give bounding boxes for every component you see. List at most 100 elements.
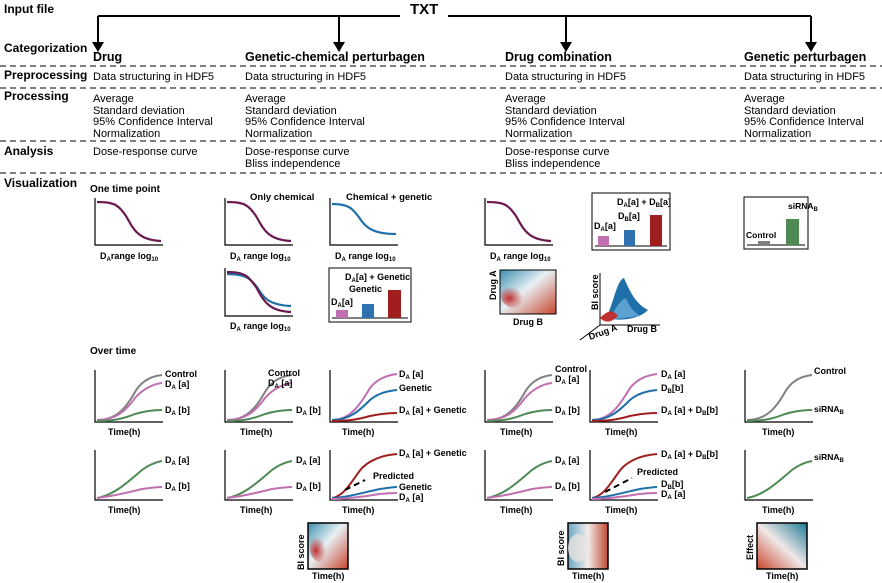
analysis-drug: Dose-response curve: [93, 146, 198, 159]
processing-item: Average: [505, 93, 546, 105]
category-drug: Drug: [93, 50, 123, 64]
svg-text:DA range log10: DA range log10: [335, 251, 396, 263]
timecourse-combo-1b: DA [a] DB[b] DA [a] + DB[b] Time(h): [589, 369, 718, 437]
svg-text:DA [a]: DA [a]: [661, 369, 685, 381]
row-label-processing: Processing: [4, 89, 69, 103]
svg-text:Time(h): Time(h): [605, 427, 637, 437]
svg-text:Time(h): Time(h): [766, 571, 798, 581]
svg-text:DB[b]: DB[b]: [661, 479, 683, 491]
svg-text:siRNAB: siRNAB: [814, 452, 845, 464]
svg-text:Genetic: Genetic: [399, 482, 432, 492]
svg-text:DA [a]: DA [a]: [555, 455, 579, 467]
bar-chart-genetic: siRNAB Control: [743, 196, 819, 250]
row-label-analysis: Analysis: [4, 144, 54, 158]
svg-text:DB[b]: DB[b]: [661, 383, 683, 395]
preprocessing-drug: Data structuring in HDF5: [93, 71, 215, 83]
svg-text:DA [b]: DA [b]: [296, 405, 321, 417]
processing-item: 95% Confidence Interval: [93, 116, 213, 128]
timecourse-genchem-2a: DA [a] DA [b] Time(h): [224, 450, 321, 515]
category-genetic: Genetic perturbagen: [744, 50, 867, 64]
svg-text:Time(h): Time(h): [240, 427, 272, 437]
chemical-genetic-label: Chemical + genetic: [346, 192, 432, 203]
timecourse-genetic-2: siRNAB Time(h): [744, 450, 845, 515]
dose-response-only-chemical: DA range log10: [224, 198, 293, 263]
svg-text:BI score: BI score: [556, 530, 566, 566]
row-label-preprocessing: Preprocessing: [4, 68, 88, 82]
svg-text:DA[a]: DA[a]: [331, 297, 353, 309]
processing-genetic: Average Standard deviation 95% Confidenc…: [744, 93, 864, 140]
processing-item: 95% Confidence Interval: [505, 116, 625, 128]
svg-text:DA[a] + Genetic: DA[a] + Genetic: [345, 272, 410, 284]
timecourse-drug-1: Control DA [a] DA [b] Time(h): [94, 369, 197, 437]
svg-text:DA [a]: DA [a]: [165, 379, 189, 391]
timecourse-combo-2a: DA [a] DA [b] Time(h): [484, 450, 580, 515]
dose-response-combined: DA range log10: [224, 268, 293, 333]
connector-tree: [92, 15, 817, 52]
svg-text:Time(h): Time(h): [500, 505, 532, 515]
svg-text:BI score: BI score: [296, 534, 306, 570]
svg-text:DA range log10: DA range log10: [230, 321, 291, 333]
svg-text:DA[a]: DA[a]: [594, 221, 616, 233]
analysis-item: Dose-response curve: [93, 146, 198, 158]
analysis-genetic-chemical: Dose-response curve Bliss independence: [245, 146, 350, 170]
svg-text:DB[a]: DB[a]: [618, 211, 640, 223]
visualization-panels: One time point Over time DArange log10 O…: [90, 184, 846, 581]
timecourse-drug-2: DA [a] DA [b] Time(h): [94, 450, 190, 515]
svg-text:Time(h): Time(h): [500, 427, 532, 437]
svg-text:DA [a] + DB[b]: DA [a] + DB[b]: [661, 405, 718, 417]
svg-text:Time(h): Time(h): [605, 505, 637, 515]
processing-item: Normalization: [93, 127, 161, 140]
svg-text:DA [a]: DA [a]: [399, 369, 423, 381]
svg-text:Time(h): Time(h): [240, 505, 272, 515]
one-time-point-label: One time point: [90, 184, 161, 195]
processing-item: Average: [744, 93, 785, 105]
svg-text:Drug B: Drug B: [627, 324, 657, 334]
svg-text:Control: Control: [746, 230, 776, 240]
svg-text:Time(h): Time(h): [342, 505, 374, 515]
timecourse-combo-2b: DA [a] + DB[b] Predicted DB[b] DA [a] Ti…: [589, 449, 718, 515]
timecourse-genchem-2b: DA [a] + Genetic Predicted Genetic DA [a…: [329, 448, 467, 515]
preprocessing-genetic: Data structuring in HDF5: [744, 71, 866, 83]
processing-item: 95% Confidence Interval: [245, 116, 365, 128]
svg-text:DA [b]: DA [b]: [165, 481, 190, 493]
timecourse-genchem-1a: Control DA [a] DA [b] Time(h): [224, 368, 321, 437]
bar-chart-drug-combination: DA[a] + DB[a] DB[a] DA[a]: [591, 192, 671, 251]
processing-item: Average: [93, 93, 134, 105]
processing-item: Standard deviation: [744, 104, 836, 117]
analysis-item: Dose-response curve: [505, 146, 610, 158]
row-label-categorization: Categorization: [4, 41, 88, 55]
processing-item: Average: [245, 93, 286, 105]
processing-item: Normalization: [505, 127, 573, 140]
svg-text:Predicted: Predicted: [373, 471, 414, 481]
category-genetic-chemical: Genetic-chemical perturbagen: [245, 50, 425, 64]
analysis-item: Bliss independence: [245, 157, 341, 170]
processing-item: Standard deviation: [505, 104, 597, 117]
heatmap-drug-ab: Drug A Drug B: [488, 269, 557, 327]
analysis-drug-combination: Dose-response curve Bliss independence: [505, 146, 610, 170]
category-drug-combination: Drug combination: [505, 50, 612, 64]
effect-heatmap-genetic: Effect Time(h): [745, 522, 808, 581]
processing-item: Normalization: [245, 127, 313, 140]
svg-text:Genetic: Genetic: [349, 284, 382, 294]
svg-text:Control: Control: [268, 368, 300, 378]
svg-text:DA [b]: DA [b]: [555, 405, 580, 417]
timecourse-genchem-1b: DA [a] Genetic DA [a] + Genetic Time(h): [329, 369, 467, 437]
processing-drug-combination: Average Standard deviation 95% Confidenc…: [505, 93, 625, 140]
svg-text:DA range log10: DA range log10: [490, 251, 551, 263]
preprocessing-drug-combination: Data structuring in HDF5: [505, 71, 627, 83]
processing-genetic-chemical: Average Standard deviation 95% Confidenc…: [245, 93, 365, 140]
processing-item: Standard deviation: [245, 104, 337, 117]
svg-text:Genetic: Genetic: [399, 383, 432, 393]
svg-text:Drug A: Drug A: [488, 270, 498, 300]
row-label-visualization: Visualization: [4, 176, 78, 190]
svg-text:DA [b]: DA [b]: [296, 481, 321, 493]
svg-text:DA [a]: DA [a]: [661, 489, 685, 501]
svg-text:Time(h): Time(h): [572, 571, 604, 581]
timecourse-combo-1a: Control DA [a] DA [b] Time(h): [484, 364, 587, 437]
svg-text:DA [a]: DA [a]: [399, 492, 423, 504]
bi-score-surface: BI score Drug A Drug B: [579, 273, 660, 342]
analysis-item: Bliss independence: [505, 157, 601, 170]
svg-text:Predicted: Predicted: [637, 467, 678, 477]
svg-text:DA [b]: DA [b]: [165, 405, 190, 417]
